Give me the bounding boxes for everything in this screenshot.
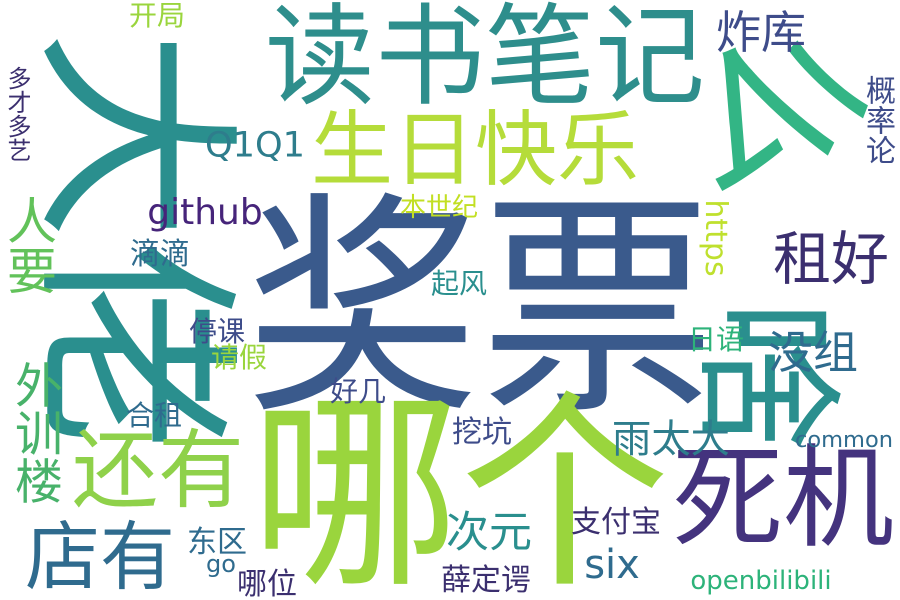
word-common: common bbox=[795, 426, 893, 453]
word-gailvlun: 概率论 bbox=[860, 75, 895, 165]
word-ciyuan: 次元 bbox=[446, 508, 532, 558]
word-renyao: 人要 bbox=[0, 195, 57, 295]
word-hezu: 合租 bbox=[125, 399, 183, 432]
word-qifeng: 起风 bbox=[430, 267, 488, 300]
word-xuedinge: 薛定谔 bbox=[441, 563, 531, 598]
word-zhaku: 炸库 bbox=[715, 6, 807, 59]
word-zhifubao: 支付宝 bbox=[571, 505, 661, 540]
word-dianyou: 店有 bbox=[24, 513, 176, 600]
word-six: six bbox=[584, 542, 640, 588]
word-wakeng: 挖坑 bbox=[452, 415, 512, 450]
word-meizu: 没组 bbox=[767, 326, 859, 379]
word-benshiji: 本世纪 bbox=[399, 193, 479, 223]
word-siji: 死机 bbox=[671, 434, 895, 564]
word-riyu: 日语 bbox=[687, 323, 745, 356]
word-dongqu: 东区 bbox=[187, 525, 247, 560]
word-waixunlou: 外训楼 bbox=[6, 360, 62, 505]
word-dushubiji: 读书笔记 bbox=[265, 0, 705, 121]
word-openbilibili: openbilibili bbox=[690, 566, 832, 596]
word-jiangpiao: 奖票 bbox=[245, 173, 715, 447]
word-haoji: 好几 bbox=[329, 375, 387, 408]
word-nage: 哪个 bbox=[249, 372, 671, 600]
word-shengrikuaile: 生日快乐 bbox=[310, 103, 640, 198]
word-nawei: 哪位 bbox=[237, 567, 297, 600]
word-github: github bbox=[147, 192, 263, 233]
word-q1q1: Q1Q1 bbox=[205, 124, 305, 166]
word-qingjia: 请假 bbox=[210, 341, 268, 374]
word-go: go bbox=[206, 550, 236, 578]
word-zuhao: 租好 bbox=[772, 225, 890, 293]
word-haiyou: 还有 bbox=[72, 421, 244, 521]
word-yutaida: 雨太大 bbox=[612, 416, 730, 463]
word-kaiju: 开局 bbox=[128, 0, 186, 32]
word-tingke: 停课 bbox=[188, 315, 246, 348]
word-duocaiduoyi: 多才多艺 bbox=[3, 66, 31, 162]
word-didi: 滴滴 bbox=[130, 237, 190, 272]
word-https: https bbox=[698, 199, 733, 277]
